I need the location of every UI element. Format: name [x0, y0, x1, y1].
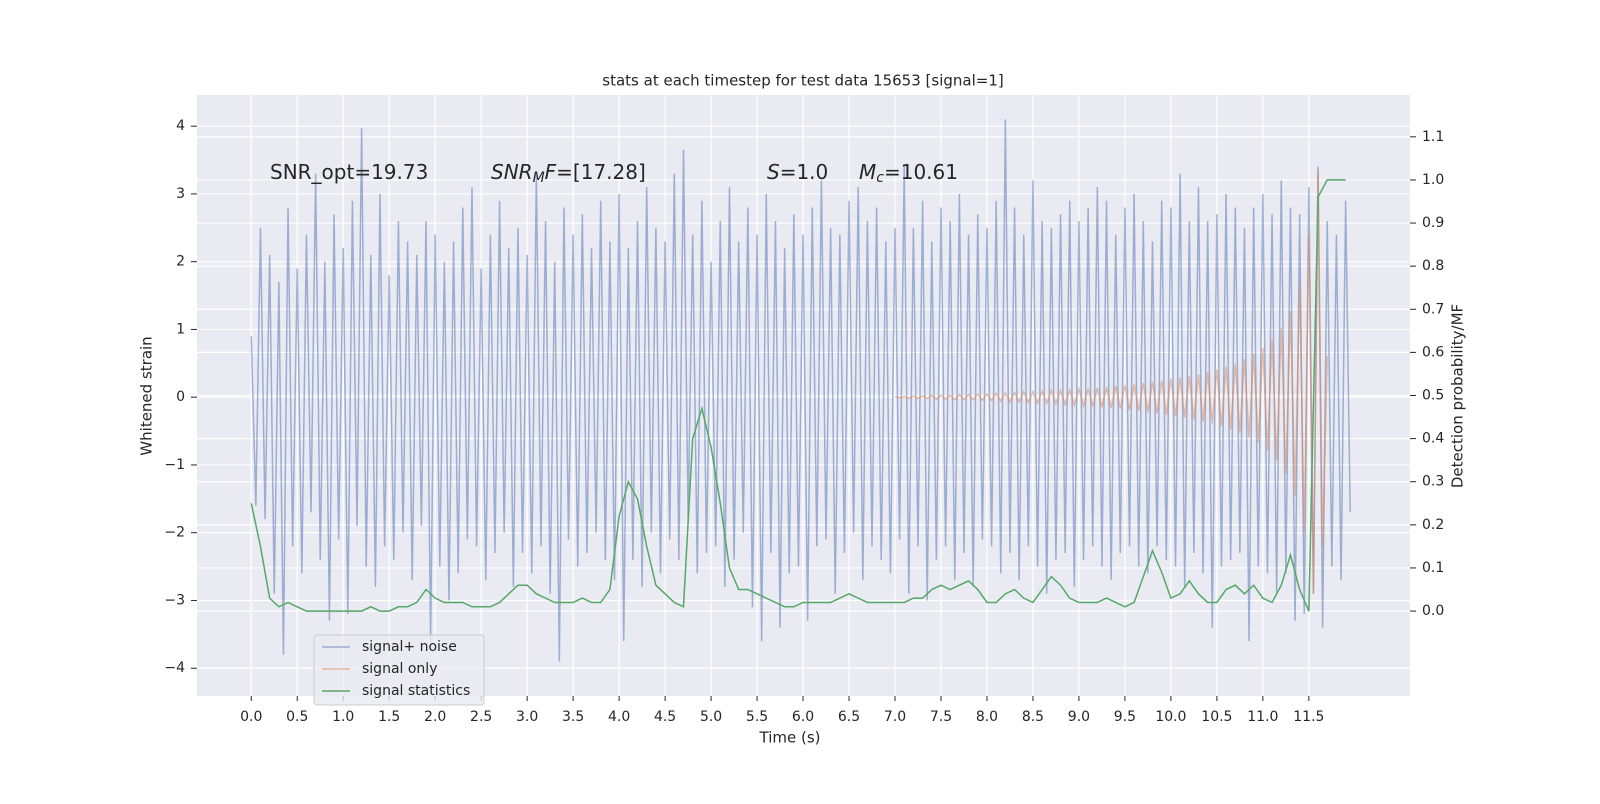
y-axis-label: Whitened strain: [138, 336, 156, 455]
x-tick-label: 5.5: [746, 709, 768, 725]
y-tick-label: 4: [176, 118, 185, 134]
y2-tick-label: 0.6: [1422, 344, 1444, 360]
annotation-part: =[17.28]: [556, 160, 646, 184]
annotation-part: M: [859, 160, 876, 184]
annotation: Mc=10.61: [859, 160, 958, 187]
x-tick-label: 3.0: [516, 709, 538, 725]
x-tick-label: 7.5: [930, 709, 952, 725]
y2-tick-label: 0.2: [1422, 517, 1444, 533]
x-tick-label: 9.0: [1068, 709, 1090, 725]
y2-tick-label: 0.8: [1422, 258, 1444, 274]
legend-label: signal only: [362, 661, 437, 677]
annotation-part: c: [876, 170, 884, 186]
annotation: SNR_opt=19.73: [270, 160, 428, 184]
y2-tick-label: 0.5: [1422, 388, 1444, 404]
x-tick-label: 6.5: [838, 709, 860, 725]
series-line: [250, 179, 1346, 612]
x-tick-label: 7.0: [884, 709, 906, 725]
legend: signal+ noise signal only signal statistic…: [313, 634, 485, 706]
annotation-part: =10.61: [884, 160, 958, 184]
annotation: SNRMF=[17.28]: [491, 160, 646, 187]
legend-box: [313, 634, 485, 706]
legend-label: signal+ noise: [362, 639, 457, 655]
x-tick-label: 8.0: [976, 709, 998, 725]
annotation-part: F: [545, 160, 557, 184]
x-tick-label: 0.0: [240, 709, 262, 725]
legend-label: signal statistics: [362, 683, 470, 699]
y-tick-label: 1: [176, 321, 185, 337]
x-tick-label: 0.5: [286, 709, 308, 725]
x-tick-label: 2.5: [470, 709, 492, 725]
y-tick-label: −2: [164, 525, 185, 541]
x-tick-label: 10.0: [1155, 709, 1186, 725]
series-line: [894, 170, 1328, 594]
x-tick-label: 10.5: [1201, 709, 1232, 725]
x-tick-label: 1.5: [378, 709, 400, 725]
y2-tick-label: 0.9: [1422, 215, 1444, 231]
annotation-part: SNR: [491, 160, 533, 184]
chart-title: stats at each timestep for test data 156…: [602, 72, 1003, 90]
y-tick-label: −3: [164, 592, 185, 608]
y2-axis-label: Detection probability/MF: [1449, 304, 1467, 488]
y-tick-label: −1: [164, 457, 185, 473]
y-tick-label: 2: [176, 254, 185, 270]
x-tick-label: 4.0: [608, 709, 630, 725]
y-tick-label: 0: [176, 389, 185, 405]
annotation: S=1.0: [767, 160, 828, 184]
annotation-part: S: [767, 160, 780, 184]
annotation-part: =1.0: [780, 160, 829, 184]
x-tick-label: 5.0: [700, 709, 722, 725]
x-axis-label: Time (s): [759, 729, 821, 747]
x-tick-label: 4.5: [654, 709, 676, 725]
x-tick-label: 8.5: [1022, 709, 1044, 725]
y-tick-label: −4: [164, 660, 185, 676]
annotation-part: M: [533, 170, 545, 186]
y2-tick-label: 1.1: [1422, 129, 1444, 145]
y2-tick-label: 0.0: [1422, 603, 1444, 619]
x-tick-label: 2.0: [424, 709, 446, 725]
x-tick-label: 11.0: [1247, 709, 1278, 725]
x-tick-label: 9.5: [1114, 709, 1136, 725]
series-line: [250, 119, 1351, 662]
x-tick-label: 11.5: [1293, 709, 1324, 725]
y2-tick-label: 1.0: [1422, 172, 1444, 188]
x-tick-label: 6.0: [792, 709, 814, 725]
x-tick-label: 3.5: [562, 709, 584, 725]
y2-tick-label: 0.1: [1422, 560, 1444, 576]
y2-tick-label: 0.4: [1422, 431, 1444, 447]
y2-tick-label: 0.7: [1422, 301, 1444, 317]
y2-tick-label: 0.3: [1422, 474, 1444, 490]
annotation-part: SNR_opt=19.73: [270, 160, 428, 184]
x-tick-label: 1.0: [332, 709, 354, 725]
y-tick-label: 3: [176, 186, 185, 202]
